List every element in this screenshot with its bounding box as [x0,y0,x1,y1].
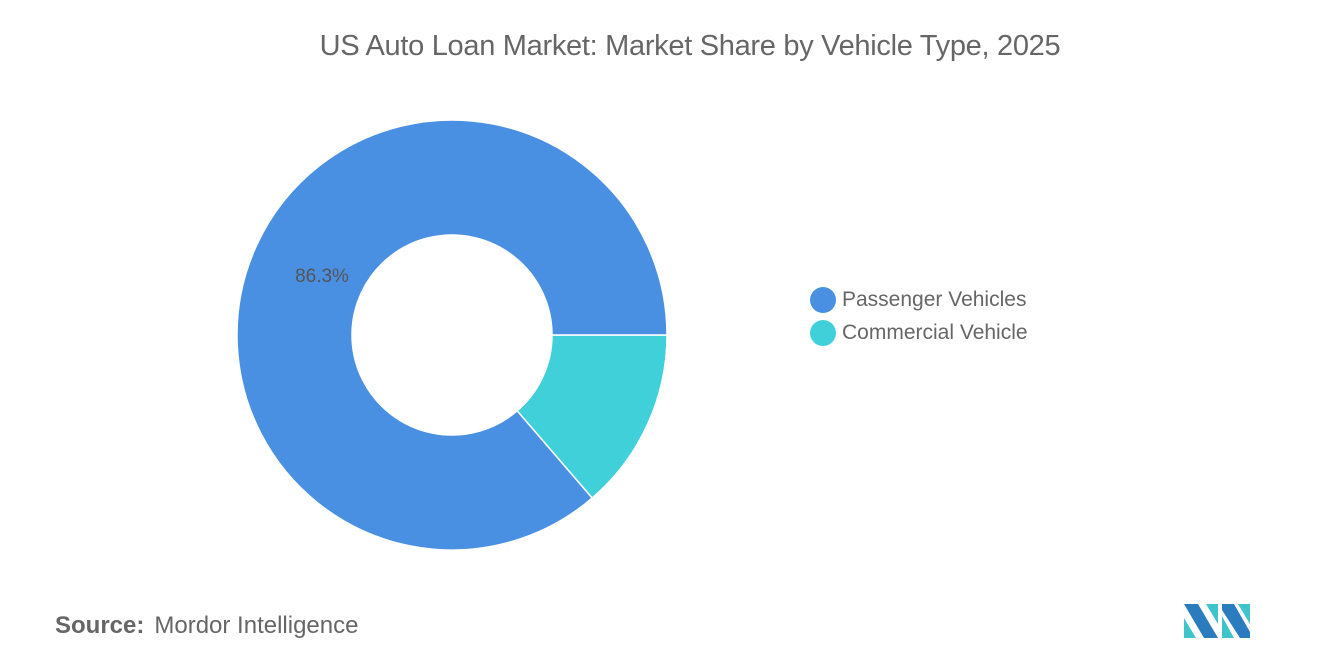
legend: Passenger Vehicles Commercial Vehicle [810,283,1028,349]
source-note: Source: Mordor Intelligence [55,612,358,640]
legend-item-passenger-vehicles[interactable]: Passenger Vehicles [810,283,1028,316]
data-label-passenger: 86.3% [295,266,349,287]
source-value: Mordor Intelligence [154,612,359,639]
legend-swatch-commercial [810,319,836,346]
chart-title: US Auto Loan Market: Market Share by Veh… [319,30,1061,62]
mordor-intelligence-logo [1184,604,1250,638]
legend-item-commercial-vehicle[interactable]: Commercial Vehicle [810,316,1028,349]
slice-commercial-vehicle[interactable] [516,334,668,500]
legend-swatch-passenger [810,286,836,313]
legend-label: Passenger Vehicles [842,287,1027,311]
legend-label: Commercial Vehicle [842,320,1028,344]
slice-passenger-vehicles[interactable] [236,119,668,551]
source-label: Source: [55,612,145,639]
